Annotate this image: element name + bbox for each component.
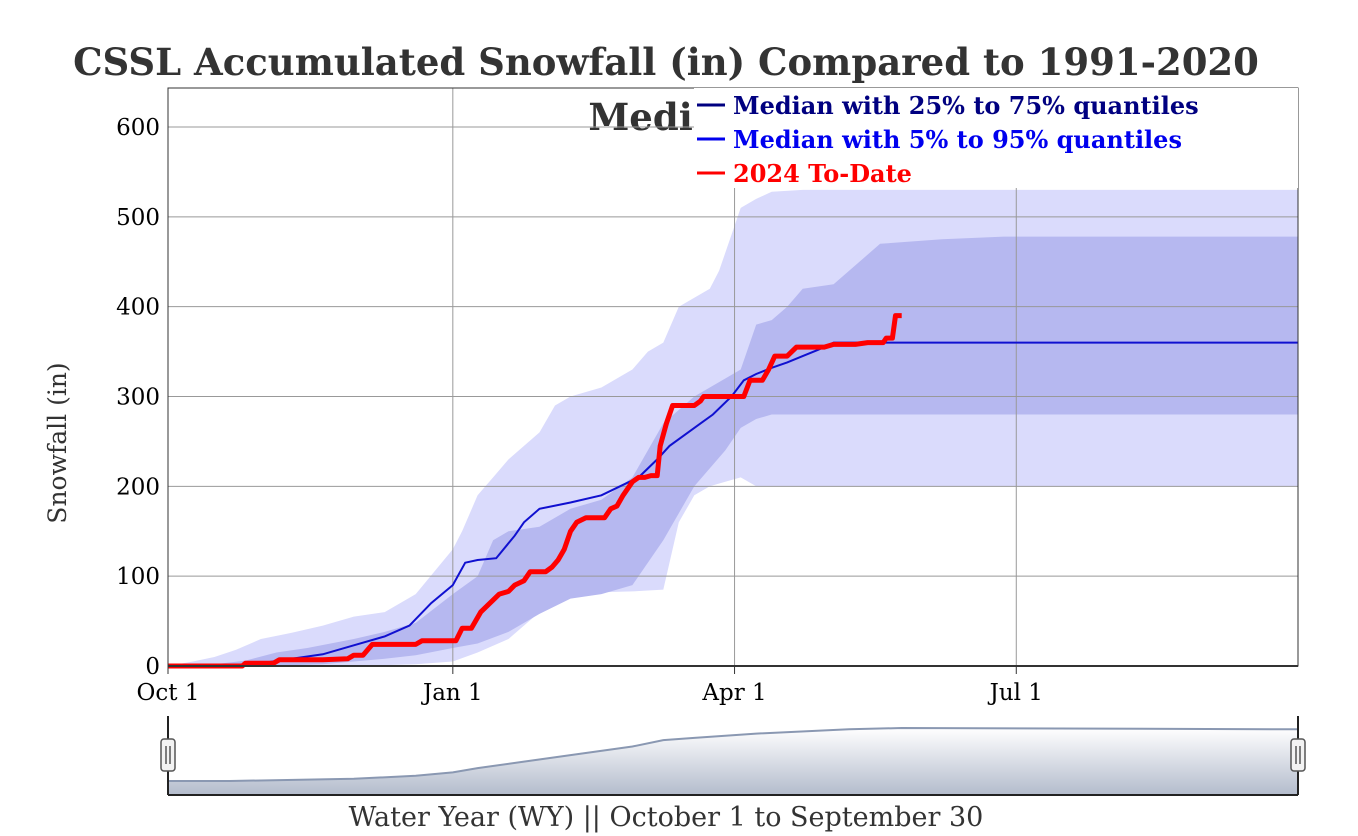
x-tick-label: Jul 1	[988, 680, 1043, 706]
y-tick-label: 400	[116, 295, 160, 321]
y-tick-label: 600	[116, 115, 160, 141]
legend-entry[interactable]: 2024 To-Date	[733, 159, 912, 188]
navigator-line	[168, 726, 1299, 782]
x-tick-label: Jan 1	[421, 680, 483, 706]
navigator-left-handle[interactable]	[160, 738, 176, 772]
legend-entry[interactable]: Median with 25% to 75% quantiles	[733, 91, 1199, 120]
y-tick-label: 300	[116, 385, 160, 411]
chart-title-line1: CSSL Accumulated Snowfall (in) Compared …	[73, 40, 1259, 84]
y-tick-label: 200	[116, 474, 160, 500]
quantile-bands	[168, 189, 1298, 666]
y-axis-label: Snowfall (in)	[43, 362, 72, 523]
legend: Median with 25% to 75% quantiles Median w…	[697, 91, 1199, 188]
navigator-area	[168, 728, 1298, 795]
x-tick-label: Oct 1	[137, 680, 200, 706]
y-tick-label: 100	[116, 564, 160, 590]
y-tick-label: 500	[116, 205, 160, 231]
y-tick-labels: 0 100 200 300 400 500 600	[116, 115, 160, 680]
series-lines	[168, 313, 1298, 669]
current-year-line	[168, 313, 902, 669]
x-tick-label: Apr 1	[701, 680, 766, 706]
x-tick-labels: Oct 1 Jan 1 Apr 1 Jul 1	[137, 666, 1043, 706]
legend-entry[interactable]: Median with 5% to 95% quantiles	[733, 125, 1182, 154]
navigator-right-handle[interactable]	[1290, 738, 1306, 772]
y-tick-label: 0	[145, 654, 160, 680]
legend-box	[694, 88, 1298, 188]
band-25-75	[168, 236, 1298, 666]
range-navigator[interactable]	[160, 716, 1306, 796]
median-line	[168, 341, 1298, 667]
x-axis-caption: Water Year (WY) || October 1 to Septembe…	[349, 802, 984, 833]
